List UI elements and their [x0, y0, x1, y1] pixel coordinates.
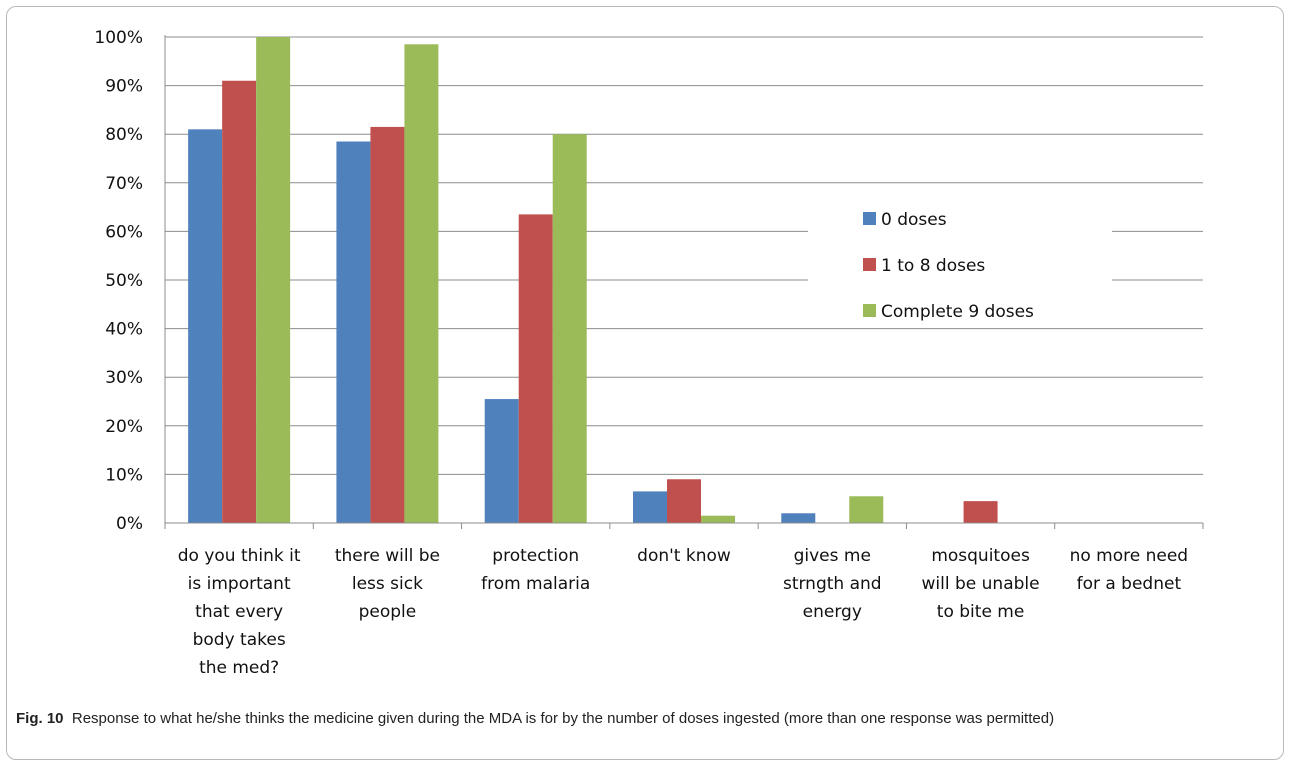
figure-caption: Fig. 10 Response to what he/she thinks t…	[16, 709, 1274, 729]
x-category-label: there will be less sick people	[335, 546, 440, 622]
caption-text: Response to what he/she thinks the medic…	[71, 710, 1055, 727]
x-category-label: protection from malaria	[481, 546, 590, 594]
legend-swatch	[863, 304, 876, 317]
legend: 0 doses 1 to 8 doses Complete 9 doses	[808, 196, 1112, 326]
bar	[667, 479, 701, 523]
y-tick-label: 20%	[105, 417, 143, 437]
y-tick-label: 80%	[105, 125, 143, 145]
bar	[404, 44, 439, 523]
legend-background	[808, 196, 1112, 326]
y-tick-label: 40%	[105, 320, 143, 340]
y-tick-label: 50%	[105, 271, 143, 291]
y-tick-label: 100%	[94, 28, 143, 48]
bar	[849, 496, 884, 523]
x-category-label: gives me strngth and energy	[783, 546, 882, 622]
x-category-label: do you think it is important that every bod…	[178, 546, 301, 678]
bar-chart: 0% 10% 20% 30% 40% 50% 60% 70% 80% 90% 100% do you…	[94, 28, 1204, 678]
legend-swatch	[863, 258, 876, 271]
bar	[518, 214, 553, 523]
legend-label: 1 to 8 doses	[881, 256, 985, 276]
y-tick-label: 70%	[105, 174, 143, 194]
x-category-label: don't know	[637, 546, 731, 566]
bar	[188, 129, 223, 523]
bar	[484, 399, 519, 523]
bar	[336, 141, 371, 524]
y-axis-tick-labels: 0% 10% 20% 30% 40% 50% 60% 70% 80% 90% 100%	[94, 28, 143, 534]
x-category-label: no more need for a bednet	[1070, 546, 1189, 594]
bar	[963, 501, 998, 523]
x-axis-category-labels: do you think it is important that every bod…	[178, 546, 1188, 678]
axes	[164, 35, 1204, 529]
y-tick-label: 30%	[105, 368, 143, 388]
legend-label: 0 doses	[881, 210, 947, 230]
bar	[552, 134, 587, 523]
bar	[781, 513, 816, 523]
bar	[370, 126, 405, 523]
bar	[256, 37, 291, 523]
legend-label: Complete 9 doses	[881, 302, 1034, 322]
legend-swatch	[863, 212, 876, 225]
y-tick-label: 60%	[105, 222, 143, 242]
y-tick-label: 10%	[105, 465, 143, 485]
bar	[633, 491, 667, 523]
x-category-label: mosquitoes will be unable to bite me	[922, 546, 1040, 622]
bar	[701, 515, 735, 523]
caption-label: Fig. 10	[16, 710, 64, 727]
bar	[222, 80, 257, 524]
bars	[188, 37, 998, 524]
y-tick-label: 90%	[105, 77, 143, 97]
y-tick-label: 0%	[116, 514, 143, 534]
